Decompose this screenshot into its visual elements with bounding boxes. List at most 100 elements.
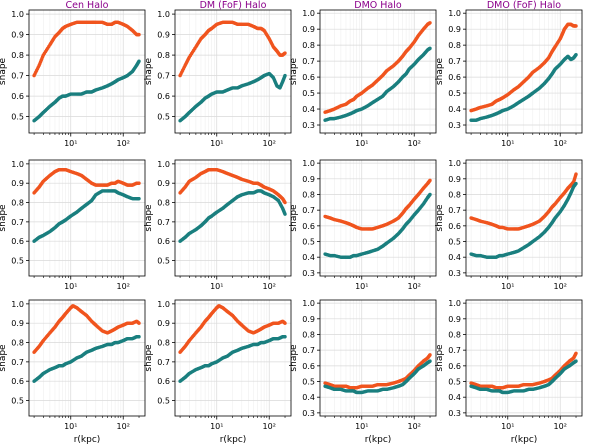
y-tick-label: 0.6: [157, 92, 170, 101]
y-tick-label: 0.3: [302, 269, 315, 278]
x-tick-label: 10²: [408, 422, 421, 431]
data-layer: [178, 304, 287, 383]
y-axis-label: shape: [435, 57, 445, 85]
data-point: [137, 181, 141, 185]
y-tick-label: 0.9: [11, 179, 24, 188]
series-teal: [323, 46, 432, 122]
panel-title: DMO Halo: [354, 0, 402, 11]
panel-4: 0.3 0.4 0.5 0.6 0.7 0.8 0.9 1.0 10¹ 10² shape DMO (…: [435, 0, 583, 148]
y-tick-label: 0.8: [302, 190, 315, 199]
x-tick-label: 10¹: [501, 139, 514, 148]
y-tick-label: 0.7: [302, 206, 315, 215]
data-point: [428, 359, 432, 363]
panel-11: 0.3 0.4 0.5 0.6 0.7 0.8 0.9 1.0 10¹ 10² shape r(kpc…: [289, 299, 437, 445]
panel-title: DM (FoF) Halo: [200, 0, 267, 11]
x-tick-label: 10²: [554, 422, 567, 431]
axes-frame: [319, 9, 437, 134]
data-point: [574, 53, 578, 57]
x-tick-label: 10¹: [501, 282, 514, 291]
panel-7: 0.3 0.4 0.5 0.6 0.7 0.8 0.9 1.0 10¹ 10² shape: [289, 159, 437, 291]
y-tick-label: 0.5: [11, 257, 24, 266]
series-orange: [178, 20, 287, 78]
y-tick-label: 0.5: [302, 89, 315, 98]
data-point: [428, 353, 432, 357]
y-tick-label: 1.0: [448, 299, 461, 308]
axes-frame: [28, 159, 146, 277]
x-tick-label: 10²: [408, 282, 421, 291]
axes-frame: [28, 299, 146, 417]
y-tick-label: 0.8: [302, 41, 315, 50]
series-orange: [323, 21, 432, 114]
y-tick-label: 0.9: [157, 319, 170, 328]
x-tick-label: 10²: [554, 139, 567, 148]
y-tick-label: 1.0: [11, 160, 24, 169]
panel-10: 0.5 0.6 0.7 0.8 0.9 1.0 10¹ 10² shape r(kpc): [144, 299, 292, 445]
y-tick-label: 0.7: [157, 72, 170, 81]
y-tick-label: 0.9: [157, 179, 170, 188]
y-tick-label: 0.5: [157, 113, 170, 122]
y-tick-label: 0.3: [302, 121, 315, 130]
y-tick-label: 0.9: [302, 25, 315, 34]
y-tick-label: 0.5: [157, 257, 170, 266]
panel-6: 0.5 0.6 0.7 0.8 0.9 1.0 10¹ 10² shape: [144, 159, 292, 291]
data-layer: [32, 20, 141, 123]
y-axis-label: shape: [289, 57, 299, 85]
series-orange: [469, 351, 578, 390]
y-tick-label: 0.9: [302, 175, 315, 184]
x-axis-label: r(kpc): [74, 435, 101, 445]
series-orange: [323, 178, 432, 231]
y-tick-label: 0.6: [448, 362, 461, 371]
y-axis-label: shape: [289, 204, 299, 232]
x-tick-label: 10¹: [355, 422, 368, 431]
y-tick-label: 0.4: [448, 393, 461, 402]
x-tick-label: 10¹: [210, 139, 223, 148]
y-axis-label: shape: [0, 57, 8, 85]
y-tick-label: 0.3: [448, 121, 461, 130]
y-axis-label: shape: [144, 57, 154, 85]
series-orange: [469, 172, 578, 231]
data-layer: [469, 22, 578, 122]
y-tick-label: 0.4: [448, 253, 461, 262]
x-tick-label: 10¹: [355, 139, 368, 148]
y-axis-label: shape: [144, 344, 154, 372]
x-axis-label: r(kpc): [365, 435, 392, 445]
x-tick-label: 10¹: [64, 422, 77, 431]
y-tick-label: 0.5: [448, 238, 461, 247]
y-tick-label: 1.0: [11, 10, 24, 19]
x-axis-label: r(kpc): [511, 435, 538, 445]
axes-frame: [319, 299, 437, 417]
data-point: [283, 321, 287, 325]
y-tick-label: 0.4: [448, 105, 461, 114]
series-teal: [323, 192, 432, 259]
data-layer: [32, 167, 141, 243]
y-tick-label: 0.7: [302, 346, 315, 355]
series-teal: [178, 189, 287, 243]
y-tick-label: 0.6: [448, 222, 461, 231]
y-tick-label: 0.5: [302, 378, 315, 387]
data-point: [283, 335, 287, 339]
data-point: [137, 59, 141, 63]
y-tick-label: 0.4: [302, 105, 315, 114]
y-tick-label: 0.4: [302, 253, 315, 262]
axes-frame: [319, 159, 437, 277]
y-tick-label: 1.0: [302, 9, 315, 18]
y-tick-label: 0.4: [302, 393, 315, 402]
series-teal: [178, 335, 287, 383]
y-tick-label: 0.8: [302, 330, 315, 339]
x-tick-label: 10²: [263, 282, 276, 291]
y-tick-label: 0.9: [11, 31, 24, 40]
y-tick-label: 0.5: [157, 397, 170, 406]
y-tick-label: 0.7: [11, 218, 24, 227]
series-orange: [323, 353, 432, 390]
data-layer: [178, 167, 287, 243]
y-tick-label: 0.6: [302, 222, 315, 231]
data-layer: [323, 178, 432, 259]
data-point: [137, 32, 141, 37]
x-tick-label: 10¹: [210, 422, 223, 431]
panel-title: Cen Halo: [66, 0, 109, 11]
y-tick-label: 0.6: [302, 362, 315, 371]
series-teal: [469, 359, 578, 395]
axes-frame: [174, 299, 292, 417]
axes-frame: [465, 299, 583, 417]
y-tick-label: 0.8: [448, 41, 461, 50]
